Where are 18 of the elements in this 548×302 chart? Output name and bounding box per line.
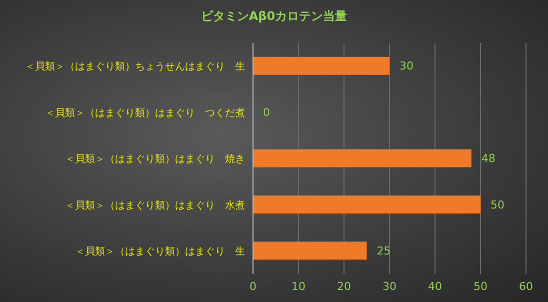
x-tick-label: 20 bbox=[337, 280, 351, 293]
data-label: 30 bbox=[400, 60, 414, 73]
y-tick-label: ＜貝類＞（はまぐり類）はまぐり 生 bbox=[75, 245, 245, 258]
y-tick-label: ＜貝類＞（はまぐり類）はまぐり つくだ煮 bbox=[45, 106, 245, 119]
x-tick-label: 40 bbox=[428, 280, 442, 293]
y-tick-label: ＜貝類＞（はまぐり類）ちょうせんはまぐり 生 bbox=[25, 60, 245, 73]
x-tick-label: 10 bbox=[292, 280, 306, 293]
y-tick-label: ＜貝類＞（はまぐり類）はまぐり 水煮 bbox=[65, 199, 245, 212]
data-label: 0 bbox=[263, 106, 270, 119]
x-tick-label: 60 bbox=[519, 280, 533, 293]
x-tick-label: 0 bbox=[250, 280, 256, 293]
data-label: 50 bbox=[490, 198, 504, 212]
y-tick-label: ＜貝類＞（はまぐり類）はまぐり 焼き bbox=[65, 153, 245, 166]
data-label: 48 bbox=[481, 152, 496, 166]
data-label: 25 bbox=[376, 244, 391, 258]
x-tick-label: 50 bbox=[474, 280, 488, 293]
chart-title: ビタミンAβ0カロテン当量 bbox=[200, 8, 348, 25]
x-tick-label: 30 bbox=[382, 280, 396, 293]
